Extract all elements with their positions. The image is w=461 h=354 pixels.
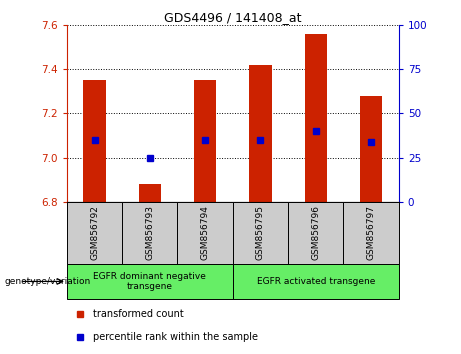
Text: GSM856794: GSM856794 [201,205,210,260]
Text: GSM856793: GSM856793 [145,205,154,260]
Bar [249,64,272,202]
Bar [67,264,233,299]
Text: GSM856792: GSM856792 [90,205,99,260]
Bar [305,34,327,202]
Bar [343,202,399,264]
Bar [288,202,343,264]
Bar [194,80,216,202]
Text: EGFR activated transgene: EGFR activated transgene [257,277,375,286]
Bar [122,202,177,264]
Bar [83,80,106,202]
Bar [67,202,122,264]
Bar [233,202,288,264]
Text: GSM856796: GSM856796 [311,205,320,260]
Title: GDS4496 / 141408_at: GDS4496 / 141408_at [164,11,301,24]
Bar [360,96,382,202]
Bar [233,264,399,299]
Text: GSM856795: GSM856795 [256,205,265,260]
Text: GSM856797: GSM856797 [366,205,376,260]
Text: genotype/variation: genotype/variation [5,277,91,286]
Text: EGFR dominant negative
transgene: EGFR dominant negative transgene [94,272,206,291]
Text: transformed count: transformed count [94,309,184,319]
Bar [177,202,233,264]
Bar [139,184,161,202]
Text: percentile rank within the sample: percentile rank within the sample [94,332,259,342]
